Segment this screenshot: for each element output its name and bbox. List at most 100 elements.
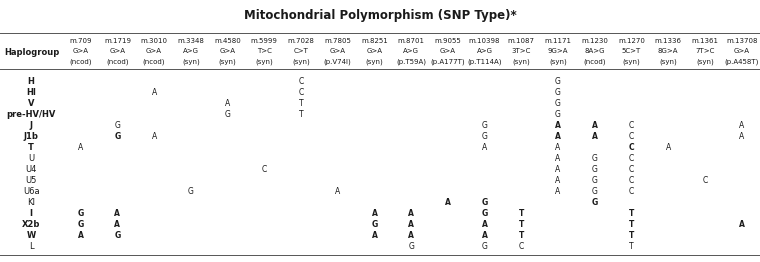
Text: (syn): (syn) bbox=[512, 59, 530, 65]
Text: T>C: T>C bbox=[257, 48, 272, 54]
Text: A: A bbox=[115, 220, 120, 228]
Text: C: C bbox=[629, 154, 634, 163]
Text: A>G: A>G bbox=[183, 48, 199, 54]
Text: 3T>C: 3T>C bbox=[511, 48, 531, 54]
Text: m.10398: m.10398 bbox=[469, 38, 500, 43]
Text: A: A bbox=[78, 143, 84, 152]
Text: G>A: G>A bbox=[366, 48, 382, 54]
Text: (p.A177T): (p.A177T) bbox=[431, 59, 465, 65]
Text: A: A bbox=[335, 187, 340, 196]
Text: I: I bbox=[30, 209, 33, 218]
Text: J: J bbox=[30, 121, 33, 130]
Text: Haplogroup: Haplogroup bbox=[4, 48, 59, 57]
Text: m.8701: m.8701 bbox=[397, 38, 425, 43]
Text: A: A bbox=[372, 209, 378, 218]
Text: G>A: G>A bbox=[330, 48, 346, 54]
Text: G>A: G>A bbox=[733, 48, 749, 54]
Text: X2b: X2b bbox=[22, 220, 40, 228]
Text: G: G bbox=[115, 121, 120, 130]
Text: m.13708: m.13708 bbox=[726, 38, 758, 43]
Text: W: W bbox=[27, 231, 36, 239]
Text: A: A bbox=[556, 187, 561, 196]
Text: G: G bbox=[555, 77, 561, 86]
Text: m.1719: m.1719 bbox=[104, 38, 131, 43]
Text: G>A: G>A bbox=[220, 48, 236, 54]
Text: G: G bbox=[592, 165, 597, 174]
Text: (syn): (syn) bbox=[549, 59, 567, 65]
Text: m.1171: m.1171 bbox=[545, 38, 572, 43]
Text: A: A bbox=[408, 231, 414, 239]
Text: (ncod): (ncod) bbox=[143, 59, 166, 65]
Text: G>A: G>A bbox=[109, 48, 125, 54]
Text: A: A bbox=[592, 121, 597, 130]
Text: A: A bbox=[372, 231, 378, 239]
Text: m.3348: m.3348 bbox=[177, 38, 204, 43]
Text: C: C bbox=[629, 176, 634, 185]
Text: T: T bbox=[28, 143, 34, 152]
Text: G>A: G>A bbox=[146, 48, 162, 54]
Text: G>A: G>A bbox=[440, 48, 456, 54]
Text: T: T bbox=[629, 209, 634, 218]
Text: pre-HV/HV: pre-HV/HV bbox=[7, 110, 55, 119]
Text: C: C bbox=[518, 242, 524, 250]
Text: (syn): (syn) bbox=[366, 59, 383, 65]
Text: A: A bbox=[556, 154, 561, 163]
Text: C: C bbox=[629, 132, 634, 141]
Text: C: C bbox=[629, 121, 634, 130]
Text: m.3010: m.3010 bbox=[141, 38, 168, 43]
Text: (ncod): (ncod) bbox=[69, 59, 92, 65]
Text: C: C bbox=[299, 77, 304, 86]
Text: A: A bbox=[151, 132, 157, 141]
Text: H: H bbox=[27, 77, 35, 86]
Text: (syn): (syn) bbox=[696, 59, 714, 65]
Text: A: A bbox=[482, 143, 487, 152]
Text: T: T bbox=[629, 220, 634, 228]
Text: C: C bbox=[299, 88, 304, 97]
Text: (p.V74I): (p.V74I) bbox=[324, 59, 352, 65]
Text: A: A bbox=[482, 231, 487, 239]
Text: A: A bbox=[78, 231, 84, 239]
Text: G: G bbox=[482, 132, 487, 141]
Text: A: A bbox=[225, 99, 230, 108]
Text: C: C bbox=[629, 187, 634, 196]
Text: (p.T114A): (p.T114A) bbox=[467, 59, 502, 65]
Text: (syn): (syn) bbox=[660, 59, 677, 65]
Text: 5C>T: 5C>T bbox=[622, 48, 641, 54]
Text: A>G: A>G bbox=[477, 48, 492, 54]
Text: A: A bbox=[555, 132, 561, 141]
Text: G: G bbox=[592, 176, 597, 185]
Text: 8G>A: 8G>A bbox=[658, 48, 679, 54]
Text: T: T bbox=[299, 110, 303, 119]
Text: A: A bbox=[408, 220, 414, 228]
Text: (syn): (syn) bbox=[622, 59, 641, 65]
Text: G: G bbox=[482, 209, 488, 218]
Text: G: G bbox=[555, 110, 561, 119]
Text: C: C bbox=[629, 165, 634, 174]
Text: m.5999: m.5999 bbox=[251, 38, 277, 43]
Text: T: T bbox=[629, 242, 634, 250]
Text: A: A bbox=[739, 132, 744, 141]
Text: m.1087: m.1087 bbox=[508, 38, 535, 43]
Text: G: G bbox=[188, 187, 194, 196]
Text: A>G: A>G bbox=[403, 48, 420, 54]
Text: C: C bbox=[261, 165, 267, 174]
Text: U5: U5 bbox=[26, 176, 36, 185]
Text: G: G bbox=[482, 242, 487, 250]
Text: A: A bbox=[556, 165, 561, 174]
Text: A: A bbox=[556, 143, 561, 152]
Text: G>A: G>A bbox=[73, 48, 89, 54]
Text: G: G bbox=[372, 220, 378, 228]
Text: T: T bbox=[518, 231, 524, 239]
Text: A: A bbox=[556, 176, 561, 185]
Text: (ncod): (ncod) bbox=[106, 59, 128, 65]
Text: KI: KI bbox=[27, 198, 35, 207]
Text: G: G bbox=[482, 121, 487, 130]
Text: A: A bbox=[408, 209, 414, 218]
Text: A: A bbox=[555, 121, 561, 130]
Text: G: G bbox=[591, 198, 598, 207]
Text: A: A bbox=[445, 198, 451, 207]
Text: U: U bbox=[28, 154, 34, 163]
Text: (syn): (syn) bbox=[292, 59, 310, 65]
Text: A: A bbox=[115, 209, 120, 218]
Text: A: A bbox=[666, 143, 671, 152]
